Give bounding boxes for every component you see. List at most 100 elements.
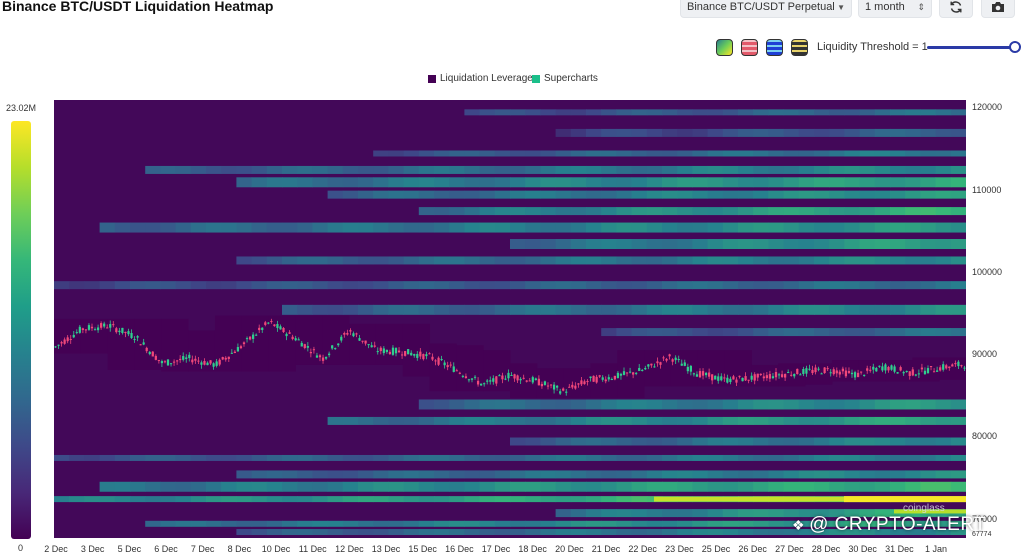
liquidity-band-cell (890, 190, 906, 199)
liquidity-band-cell (768, 109, 785, 116)
liquidity-band-cell (449, 256, 465, 265)
liquidity-band-cell (692, 437, 709, 446)
palette-viridis-swatch[interactable] (716, 39, 733, 56)
pair-select[interactable]: Binance BTC/USDT Perpetual ▼ (680, 0, 852, 18)
liquidity-band-cell (814, 481, 830, 492)
liquidity-band-cell (130, 454, 146, 461)
refresh-button[interactable] (939, 0, 973, 18)
liquidity-band-cell (844, 437, 861, 446)
liquidity-band-cell (175, 281, 192, 290)
candle-body (446, 365, 449, 368)
liquidity-band-cell (586, 281, 602, 290)
liquidity-band-cell (768, 128, 785, 137)
liquidity-band-cell (525, 496, 541, 503)
candle-body (604, 379, 607, 382)
liquidity-band-cell (586, 520, 602, 527)
candle-body (72, 334, 75, 338)
candle-body (768, 374, 772, 379)
legend-item-liquidation-leverage[interactable]: Liquidation Leverage (428, 73, 533, 84)
liquidity-band-cell (905, 437, 921, 446)
liquidity-band-cell (586, 416, 602, 425)
palette-blue-swatch[interactable] (766, 39, 783, 56)
liquidity-band-cell (479, 454, 496, 461)
candle-body (440, 358, 443, 361)
x-tick-label: 13 Dec (371, 544, 401, 554)
liquidity-band-cell (99, 281, 116, 290)
liquidity-band-cell (570, 416, 587, 425)
threshold-label: Liquidity Threshold = 1 (817, 41, 928, 53)
price-cleared-zone (483, 350, 511, 392)
liquidity-band-cell (418, 177, 435, 188)
crypto-alert-watermark: ❖ @ CRYPTO-ALERT (792, 514, 986, 536)
liquidity-band-cell (646, 509, 663, 518)
liquidity-band-cell (783, 328, 800, 337)
candle-body (826, 368, 829, 370)
liquidity-band-cell (54, 281, 70, 290)
liquidity-band-cell (631, 437, 648, 446)
liquidity-band-cell (646, 328, 663, 337)
liquidity-band-cell (814, 509, 830, 518)
liquidity-band-cell (464, 529, 481, 536)
liquidity-band-cell (738, 520, 754, 527)
candle-body (677, 358, 680, 360)
liquidity-band-cell (586, 470, 602, 479)
candle-body (872, 366, 875, 370)
liquidity-band-cell (434, 496, 450, 503)
liquidity-band-cell (905, 399, 921, 410)
candle-body (638, 368, 641, 371)
liquidity-band-cell (768, 207, 785, 216)
liquidity-band-cell (631, 509, 648, 518)
palette-red-swatch[interactable] (741, 39, 758, 56)
liquidity-band-cell (707, 109, 724, 116)
liquidity-band-cell (616, 437, 633, 446)
x-tick-label: 17 Dec (481, 544, 511, 554)
liquidity-band-cell (722, 128, 739, 137)
liquidity-band-cell (783, 128, 800, 137)
liquidity-band-cell (464, 304, 481, 315)
liquidity-band-cell (692, 256, 709, 265)
candle-body (300, 342, 303, 347)
liquidity-band-cell (327, 165, 344, 174)
candle-body (881, 366, 884, 371)
liquidity-band-cell (190, 281, 207, 290)
legend-item-supercharts[interactable]: Supercharts (532, 73, 598, 84)
liquidity-band-cell (662, 328, 678, 337)
candle-body (729, 378, 732, 383)
period-select[interactable]: 1 month ⇕ (858, 0, 932, 18)
liquidity-band-cell (494, 520, 511, 527)
candle-body (230, 352, 233, 354)
liquidity-band-cell (935, 470, 952, 479)
liquidity-band-cell (692, 481, 709, 492)
palette-dark-swatch[interactable] (791, 39, 808, 56)
liquidity-band-cell (206, 222, 222, 233)
candle-body (668, 354, 671, 357)
liquidity-band-cell (297, 281, 313, 290)
candle-body (841, 368, 844, 372)
screenshot-button[interactable] (981, 0, 1015, 18)
liquidity-band-cell (388, 222, 405, 233)
up-down-arrows-icon: ⇕ (917, 1, 925, 12)
candle-body (856, 372, 860, 378)
liquidity-band-cell (434, 529, 450, 536)
liquidity-band-cell (418, 399, 435, 410)
liquidity-band-cell (434, 177, 450, 188)
threshold-slider-handle[interactable] (1009, 41, 1021, 53)
liquidity-band-cell (798, 256, 815, 265)
liquidity-band-cell (342, 496, 359, 503)
liquidity-band-cell (646, 239, 663, 250)
liquidity-band-cell (950, 454, 966, 461)
liquidity-band-cell (525, 416, 541, 425)
liquidity-band-cell (145, 165, 161, 174)
heatmap-plot[interactable] (54, 100, 966, 538)
candle-body (674, 357, 677, 361)
liquidity-band-cell (722, 509, 739, 518)
liquidity-band-cell (844, 222, 861, 233)
liquidity-band-cell (783, 177, 800, 188)
liquidity-band-cell (677, 281, 693, 290)
liquidity-band-cell (814, 416, 830, 425)
liquidity-band-cell (859, 328, 876, 337)
liquidity-band-cell (905, 128, 921, 137)
liquidity-band-cell (798, 416, 815, 425)
liquidity-band-cell (586, 496, 602, 503)
threshold-slider-track[interactable] (927, 46, 1017, 49)
